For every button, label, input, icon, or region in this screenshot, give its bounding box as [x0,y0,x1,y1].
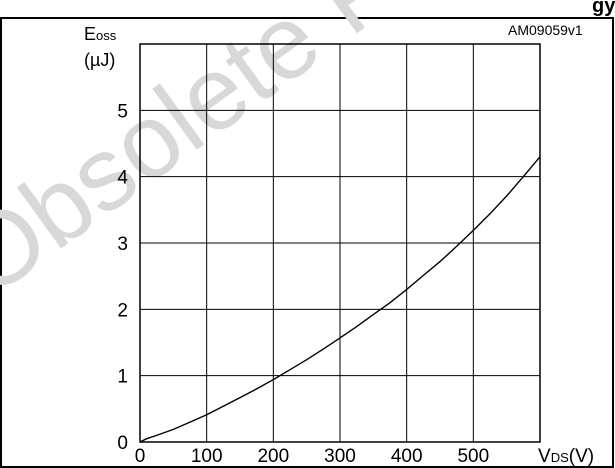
y-axis-unit: (µJ) [84,50,115,70]
x-axis-label-main: V [538,446,551,467]
x-tick-label: 400 [391,446,423,467]
x-tick-label: 0 [135,446,146,467]
y-tick-label: 0 [117,433,128,454]
y-tick-label: 4 [117,168,128,189]
y-tick-label: 2 [117,300,128,321]
header-partial-title: gy [592,0,615,17]
y-axis-label: Eoss [84,24,117,44]
x-tick-label: 300 [324,446,356,467]
y-tick-label: 1 [117,367,128,388]
y-axis-label-sub: oss [96,28,117,43]
watermark: Obsolete Product(s) [0,0,615,319]
figure-frame [0,17,614,468]
y-tick-label: 5 [117,101,128,122]
x-axis-label-unit: (V) [569,446,594,467]
tick-labels: 0 100 200 300 400 500 0 1 2 3 4 5 [117,101,489,467]
x-tick-label: 100 [191,446,223,467]
x-axis-label-sub: DS [551,450,569,465]
series-line [139,156,541,443]
figure-code: AM09059v1 [508,22,583,38]
grid [140,44,540,442]
x-tick-label: 200 [257,446,289,467]
y-tick-label: 3 [117,234,128,255]
y-axis-label-main: E [84,24,96,44]
plot-border [139,43,541,443]
x-axis-label: VDS(V) [538,446,594,467]
x-tick-label: 500 [457,446,489,467]
